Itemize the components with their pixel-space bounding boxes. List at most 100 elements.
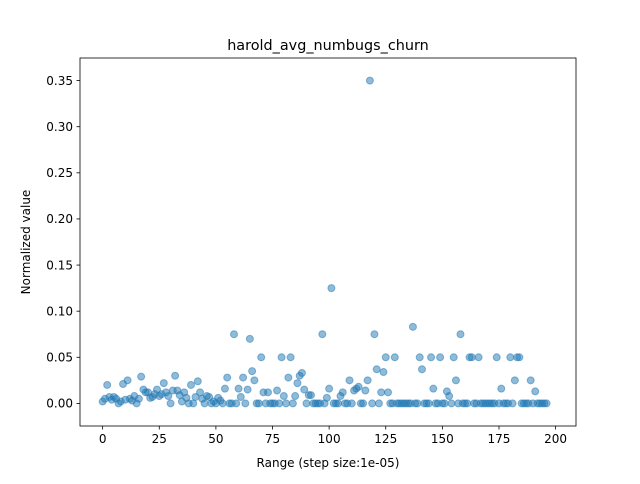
data-point (134, 394, 143, 403)
y-tick-label: 0.10 (46, 304, 73, 318)
data-point (363, 376, 372, 385)
data-point (123, 376, 132, 385)
data-point (372, 365, 381, 374)
data-point (451, 376, 460, 385)
data-point (334, 399, 343, 408)
data-point (263, 388, 272, 397)
y-tick-label: 0.20 (46, 212, 73, 226)
data-point (542, 399, 551, 408)
data-point (223, 373, 232, 382)
data-point (354, 382, 363, 391)
x-tick-label: 25 (152, 432, 167, 446)
x-tick-label: 175 (488, 432, 511, 446)
data-point (288, 399, 297, 408)
data-point (322, 393, 331, 402)
data-point (286, 353, 295, 362)
x-tick-label: 50 (208, 432, 223, 446)
data-point (456, 330, 465, 339)
data-point (384, 388, 393, 397)
data-point (234, 384, 243, 393)
data-point (365, 76, 374, 85)
data-point (474, 353, 483, 362)
data-point (186, 380, 195, 389)
data-point (497, 384, 506, 393)
data-point (164, 392, 173, 401)
data-point (248, 367, 257, 376)
y-tick-label: 0.30 (46, 120, 73, 134)
data-point (345, 376, 354, 385)
data-point (232, 399, 241, 408)
x-tick-label: 100 (318, 432, 341, 446)
data-point (359, 399, 368, 408)
data-point (436, 353, 445, 362)
data-point (440, 399, 449, 408)
x-tick-label: 150 (431, 432, 454, 446)
data-point (413, 399, 422, 408)
data-point (171, 371, 180, 380)
data-point (347, 399, 356, 408)
data-point (506, 353, 515, 362)
data-point (427, 353, 436, 362)
data-point (390, 353, 399, 362)
x-tick-label: 200 (544, 432, 567, 446)
data-point (492, 353, 501, 362)
x-tick-label: 75 (265, 432, 280, 446)
data-point (338, 388, 347, 397)
y-tick-label: 0.15 (46, 258, 73, 272)
data-point (245, 334, 254, 343)
data-point (284, 373, 293, 382)
data-point (424, 399, 433, 408)
data-point (282, 399, 291, 408)
data-point (515, 353, 524, 362)
y-tick-label: 0.35 (46, 74, 73, 88)
x-tick-label: 0 (99, 432, 107, 446)
y-tick-label: 0.00 (46, 397, 73, 411)
data-point (467, 353, 476, 362)
data-point (526, 376, 535, 385)
data-point (196, 388, 205, 397)
data-point (200, 399, 209, 408)
data-point (379, 368, 388, 377)
data-point (293, 379, 302, 388)
data-point (291, 392, 300, 401)
data-point (374, 399, 383, 408)
data-point (377, 388, 386, 397)
data-point (189, 399, 198, 408)
points-layer (98, 76, 551, 408)
x-axis-ticks: 0 25 50 75 100 125 150 175 200 (99, 426, 567, 446)
data-point (254, 399, 263, 408)
data-point (508, 399, 517, 408)
data-point (300, 385, 309, 394)
data-point (307, 391, 316, 400)
data-point (370, 330, 379, 339)
data-point (447, 399, 456, 408)
y-tick-label: 0.25 (46, 166, 73, 180)
x-axis-label: Range (step size:1e-05) (257, 456, 400, 470)
data-point (302, 399, 311, 408)
data-point (166, 399, 175, 408)
data-point (236, 392, 245, 401)
data-point (137, 372, 146, 381)
data-point (361, 386, 370, 395)
data-point (277, 353, 286, 362)
x-tick-label: 125 (374, 432, 397, 446)
data-point (463, 399, 472, 408)
data-point (531, 387, 540, 396)
data-point (449, 353, 458, 362)
data-point (510, 376, 519, 385)
data-point (275, 399, 284, 408)
data-point (218, 399, 227, 408)
data-point (417, 365, 426, 374)
data-point (297, 368, 306, 377)
data-point (220, 384, 229, 393)
data-point (445, 392, 454, 401)
data-point (325, 384, 334, 393)
data-point (273, 386, 282, 395)
data-point (230, 330, 239, 339)
data-point (381, 353, 390, 362)
data-point (279, 392, 288, 401)
data-point (250, 376, 259, 385)
data-point (327, 284, 336, 293)
